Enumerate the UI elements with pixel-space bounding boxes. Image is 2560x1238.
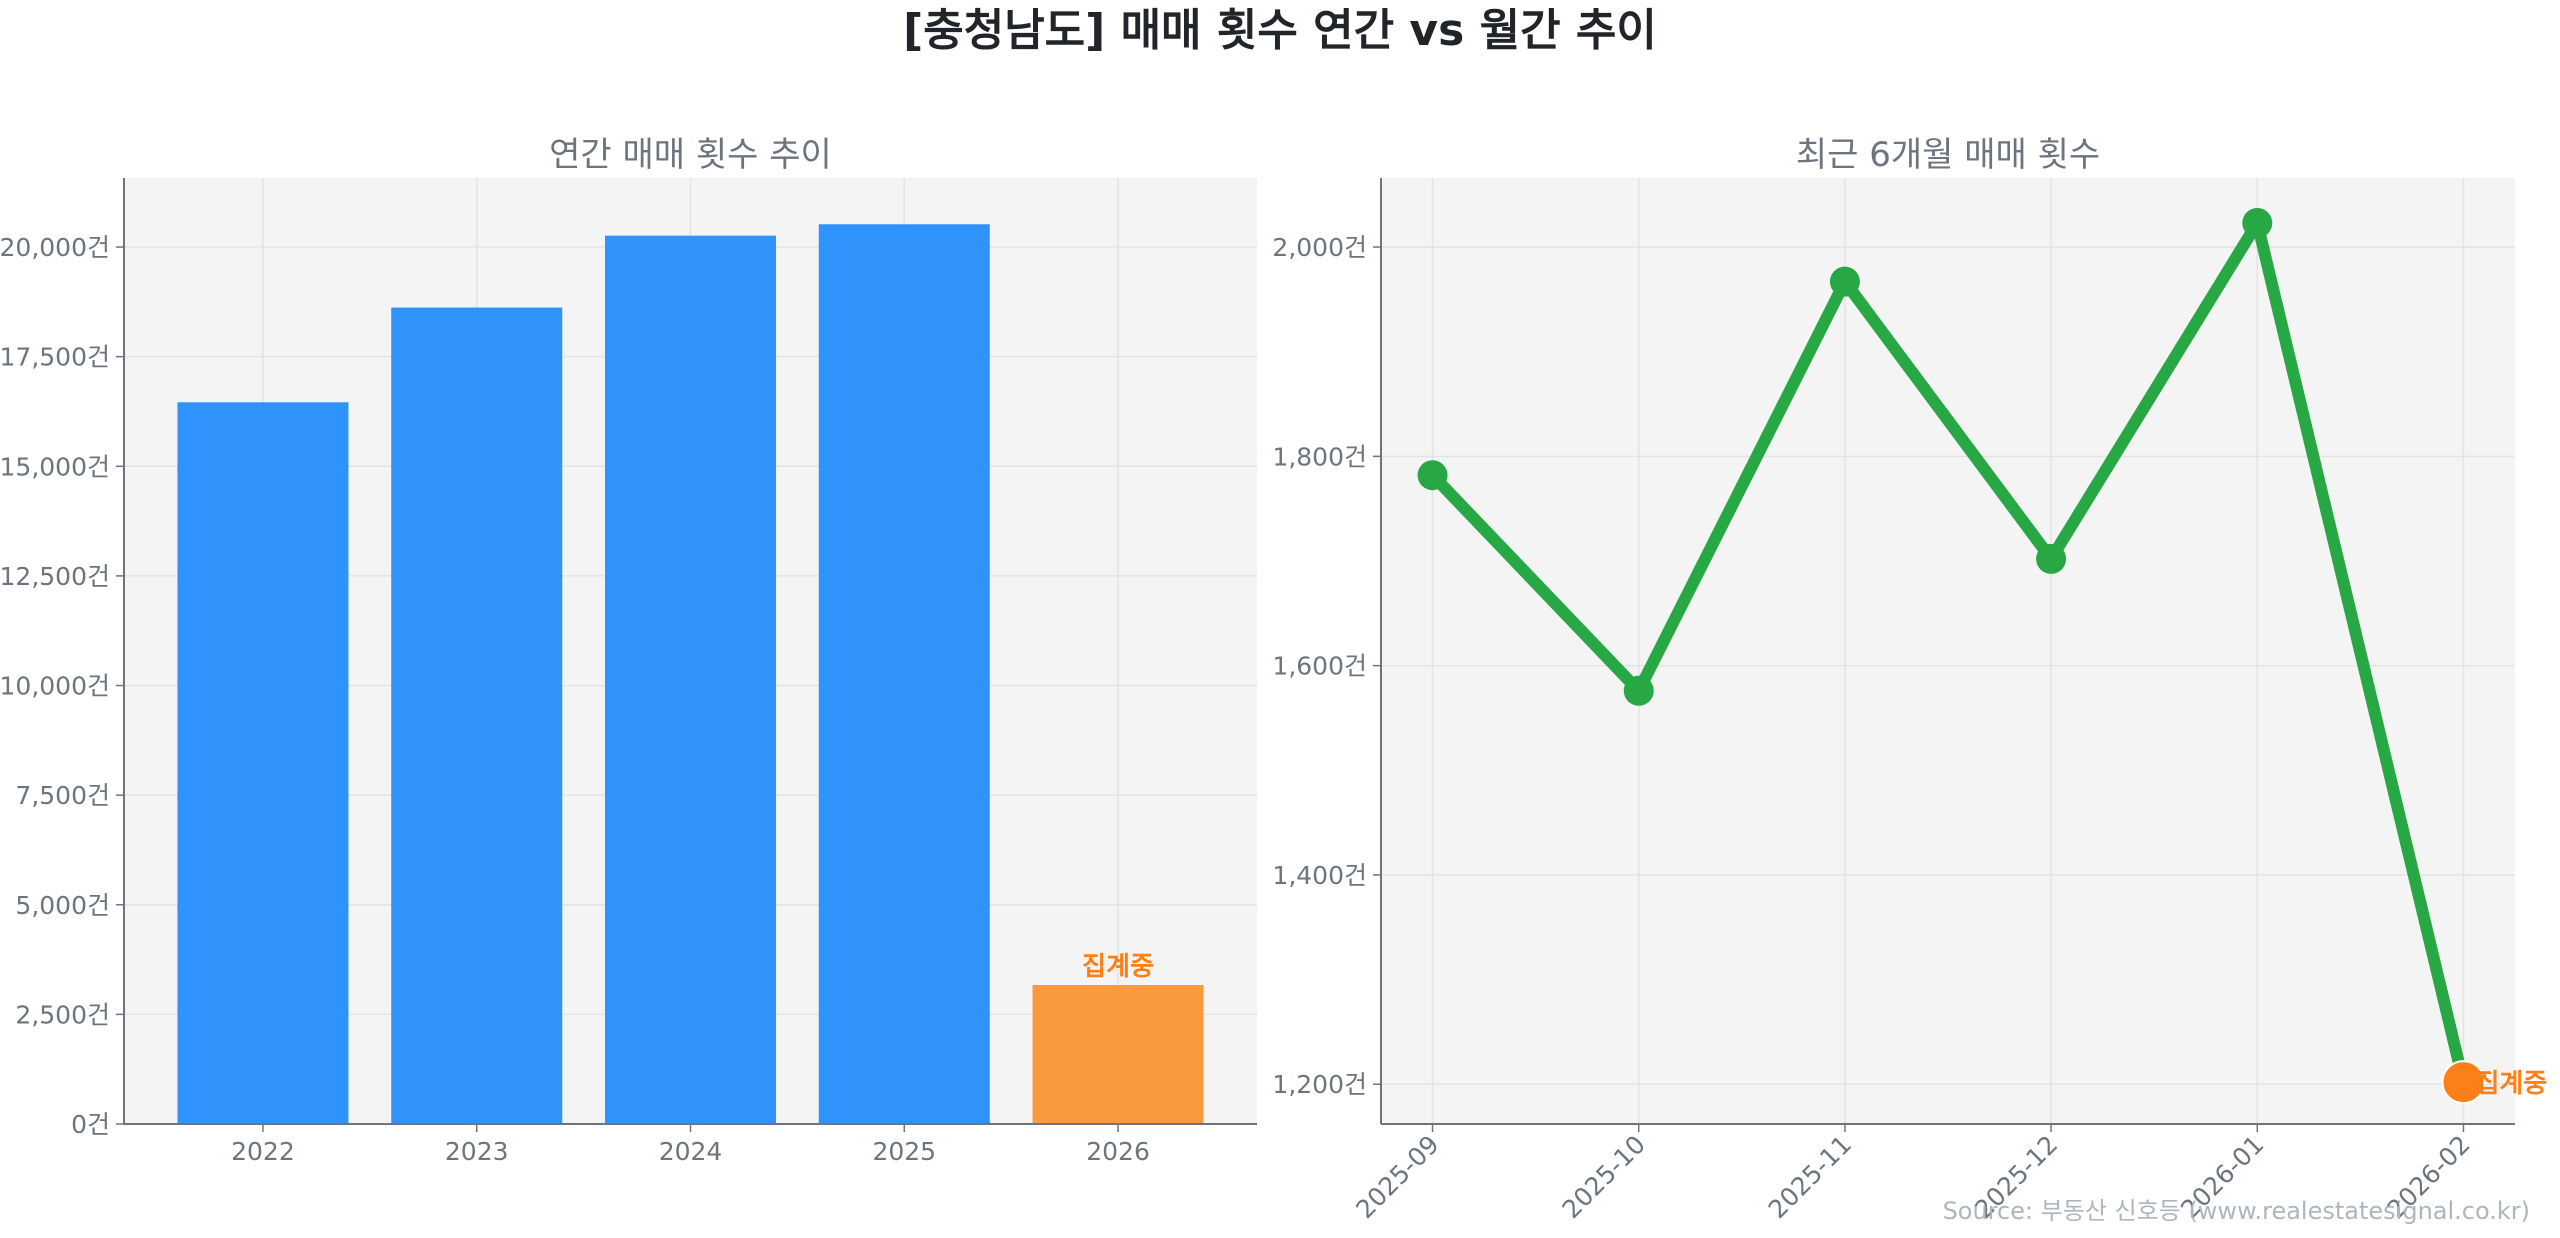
x-tick-label: 2025 bbox=[872, 1137, 936, 1166]
annual-bar-chart: 0건 2,500건 5,000건 7,500건 10,000건 12,500건 15,000… bbox=[0, 135, 1257, 1166]
data-point-2025-11 bbox=[1829, 266, 1860, 297]
bar-2023 bbox=[391, 307, 563, 1125]
bar-2022 bbox=[177, 402, 349, 1124]
x-tick-label: 2024 bbox=[659, 1137, 723, 1166]
chart-title: 최근 6개월 매매 횟수 bbox=[1796, 135, 2100, 175]
series-line bbox=[1428, 216, 2470, 1084]
y-tick-label: 1,800건 bbox=[1272, 442, 1367, 471]
y-tick-label: 2,000건 bbox=[1272, 233, 1367, 262]
source-note: Source: 부동산 신호등 (www.realestatesignal.co… bbox=[1943, 1197, 2530, 1225]
data-point-2026-01 bbox=[2242, 207, 2273, 238]
y-tick-label: 20,000건 bbox=[0, 233, 110, 262]
partial-annotation: 집계중 bbox=[2475, 1069, 2547, 1099]
bar-2025 bbox=[818, 224, 990, 1124]
bar-2026 bbox=[1032, 985, 1204, 1124]
data-point-2026-02 bbox=[2441, 1060, 2486, 1105]
y-tick-label: 15,000건 bbox=[0, 452, 110, 481]
y-tick-label: 1,200건 bbox=[1272, 1070, 1367, 1099]
y-tick-label: 7,500건 bbox=[15, 781, 110, 810]
y-tick-label: 12,500건 bbox=[0, 562, 110, 591]
chart-title: 연간 매매 횟수 추이 bbox=[549, 135, 832, 175]
y-tick-label: 5,000건 bbox=[15, 891, 110, 920]
y-tick-label: 10,000건 bbox=[0, 672, 110, 701]
monthly-line-chart: 1,200건 1,400건 1,600건 1,800건 2,000건 2025-09 202… bbox=[1272, 135, 2547, 1224]
y-tick-label: 0건 bbox=[71, 1110, 110, 1139]
bar-2024 bbox=[604, 235, 777, 1124]
y-tick-label: 1,400건 bbox=[1272, 861, 1367, 890]
y-tick-label: 1,600건 bbox=[1272, 652, 1367, 681]
y-tick-label: 2,500건 bbox=[15, 1000, 110, 1029]
plot-area bbox=[1381, 178, 2515, 1124]
data-point-2025-12 bbox=[2036, 543, 2067, 574]
x-tick-label: 2025-09 bbox=[1350, 1130, 1444, 1224]
data-point-2025-09 bbox=[1417, 460, 1448, 491]
figure-title: [충청남도] 매매 횟수 연간 vs 월간 추이 bbox=[903, 5, 1657, 56]
data-point-2025-10 bbox=[1623, 675, 1654, 706]
x-tick-label: 2025-10 bbox=[1557, 1130, 1651, 1224]
y-tick-label: 17,500건 bbox=[0, 343, 110, 372]
partial-annotation: 집계중 bbox=[1082, 952, 1154, 982]
x-tick-label: 2022 bbox=[231, 1137, 295, 1166]
x-tick-label: 2026 bbox=[1086, 1137, 1150, 1166]
x-tick-label: 2023 bbox=[445, 1137, 509, 1166]
x-tick-label: 2025-11 bbox=[1763, 1130, 1857, 1224]
